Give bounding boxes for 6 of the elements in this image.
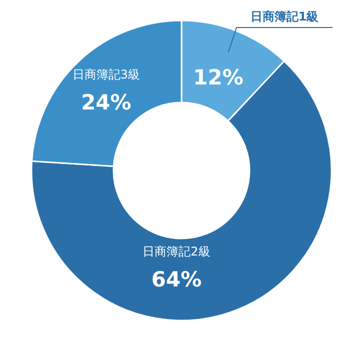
- slice-label: 日商簿記3級: [72, 67, 140, 82]
- data-label: 24%: [81, 90, 132, 114]
- slice-label: 日商簿記2級: [142, 244, 210, 258]
- data-label: 12%: [193, 66, 244, 90]
- data-label: 64%: [151, 268, 202, 292]
- slice-label: 日商簿記1級: [250, 10, 320, 24]
